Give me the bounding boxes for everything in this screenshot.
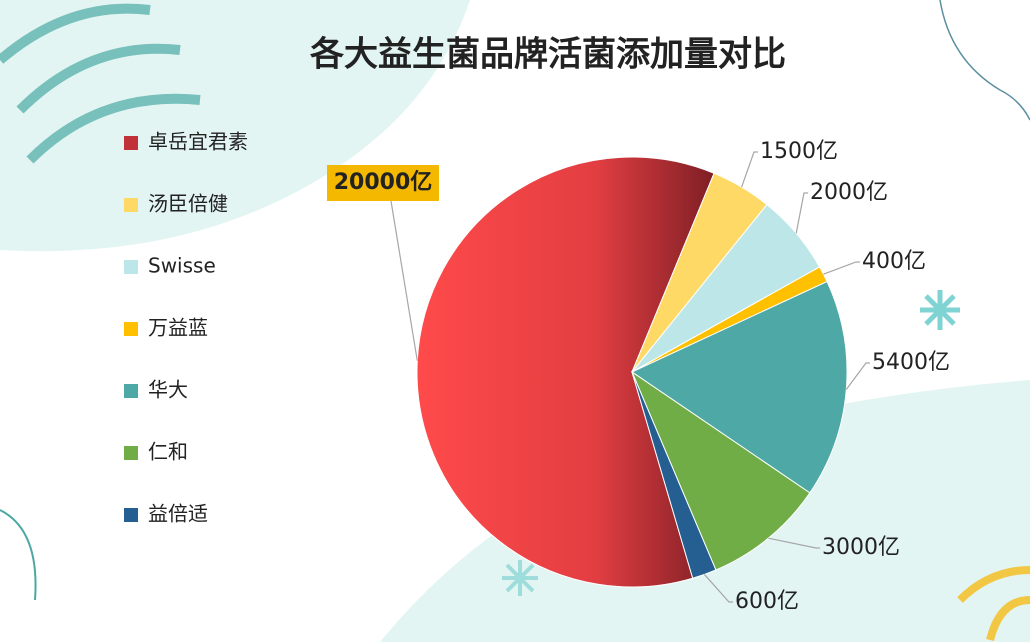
data-label: 400亿 <box>862 249 926 274</box>
legend-swatch <box>124 384 138 398</box>
legend-label: Swisse <box>148 254 216 278</box>
legend-label: 卓岳宜君素 <box>148 130 248 154</box>
legend-swatch <box>124 198 138 212</box>
pie-slice <box>630 370 811 571</box>
leader-line <box>795 192 808 234</box>
legend-label: 汤臣倍健 <box>148 192 228 216</box>
legend-swatch <box>124 322 138 336</box>
leader-line <box>703 574 733 603</box>
legend-label: 华大 <box>148 378 188 402</box>
legend-label: 益倍适 <box>148 502 208 526</box>
leader-line <box>390 200 418 361</box>
pie-slice <box>630 280 848 494</box>
data-label: 1500亿 <box>760 139 838 164</box>
leader-line <box>768 537 820 549</box>
legend-label: 万益蓝 <box>148 316 208 340</box>
data-label: 2000亿 <box>810 180 888 205</box>
data-label: 3000亿 <box>822 535 900 560</box>
chart-title: 各大益生菌品牌活菌添加量对比 <box>310 35 786 75</box>
legend-label: 仁和 <box>148 440 188 464</box>
label-box <box>327 165 439 201</box>
data-label: 20000亿 <box>334 170 433 195</box>
pie-slice <box>416 156 715 588</box>
data-label: 5400亿 <box>872 350 950 375</box>
leader-line <box>845 362 870 390</box>
leader-line <box>741 151 758 188</box>
legend-swatch <box>124 260 138 274</box>
legend-swatch <box>124 446 138 460</box>
leader-line <box>823 261 860 275</box>
legend-swatch <box>124 508 138 522</box>
legend-swatch <box>124 136 138 150</box>
data-label: 600亿 <box>735 589 799 614</box>
